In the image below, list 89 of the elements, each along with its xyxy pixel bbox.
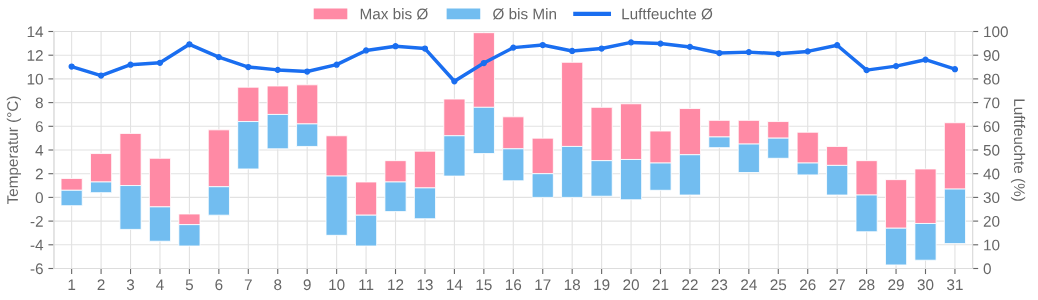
point [951, 66, 959, 73]
x-tick-label: 8 [274, 279, 282, 291]
point [598, 45, 605, 52]
y2-tick-label: 20 [983, 215, 1000, 227]
x-tick-label: 30 [917, 279, 934, 291]
x-tick-label: 19 [594, 279, 610, 291]
x-tick-label: 4 [156, 279, 164, 290]
point [274, 66, 281, 74]
y2-tick-label: 60 [983, 121, 1000, 132]
point [127, 61, 134, 68]
legend-label: Max bis Ø [360, 8, 428, 20]
x-tick-label: 13 [417, 279, 433, 291]
point [745, 48, 752, 56]
x-tick-label: 3 [126, 279, 135, 291]
y2-tick-label: 80 [983, 73, 1000, 85]
point [863, 67, 870, 74]
x-tick-label: 24 [741, 279, 757, 290]
y-tick-label: -4 [30, 239, 44, 251]
x-tick-label: 23 [711, 279, 728, 291]
point [215, 53, 222, 61]
x-tick-label: 17 [535, 279, 551, 290]
x-tick-label: 21 [652, 279, 669, 290]
x-tick-label: 12 [388, 279, 404, 290]
x-tick-label: 28 [858, 279, 875, 291]
point [68, 63, 75, 70]
point [245, 63, 252, 71]
y-tick-label: -2 [30, 215, 43, 227]
point [686, 43, 694, 51]
x-tick-label: 31 [947, 279, 963, 291]
point [775, 50, 782, 57]
y-tick-label: 4 [35, 145, 44, 156]
point [569, 47, 576, 55]
point [362, 47, 370, 54]
x-tick-label: 2 [97, 279, 105, 290]
y-axis-title: Temperatur (°C) [6, 96, 22, 205]
point [804, 48, 811, 55]
y2-tick-label: 100 [984, 26, 1008, 38]
x-tick-label: 27 [829, 279, 845, 290]
y2-tick-label: 40 [983, 168, 1000, 180]
x-tick-label: 29 [888, 279, 904, 291]
point [333, 61, 340, 68]
y-tick-label: -6 [30, 263, 43, 275]
y-tick-label: 12 [27, 50, 43, 61]
x-tick-label: 20 [623, 279, 639, 291]
y-tick-label: 14 [27, 26, 44, 38]
point [304, 68, 311, 75]
point [97, 72, 105, 79]
x-tick-label: 25 [770, 279, 787, 291]
x-tick-label: 9 [303, 279, 311, 291]
point [892, 62, 900, 70]
point [539, 41, 546, 49]
y-tick-label: 0 [35, 192, 43, 204]
x-tick-label: 7 [244, 279, 252, 290]
point [156, 59, 164, 66]
x-tick-label: 14 [447, 279, 463, 290]
point [510, 44, 517, 51]
x-tick-label: 5 [185, 279, 194, 291]
y-tick-label: 8 [35, 97, 43, 109]
point [922, 56, 929, 63]
legend-label: Ø bis Min [493, 8, 556, 20]
x-tick-label: 22 [682, 279, 698, 290]
x-tick-label: 1 [68, 279, 76, 290]
y-tick-label: 2 [35, 168, 43, 180]
x-tick-label: 18 [564, 279, 581, 291]
x-tick-label: 6 [215, 279, 223, 291]
x-tick-label: 26 [800, 279, 816, 291]
point [657, 40, 664, 47]
x-tick-label: 10 [329, 279, 345, 291]
point [451, 78, 458, 85]
point [421, 45, 429, 52]
y2-axis-title: Luftfeuchte (%) [1010, 99, 1026, 201]
y2-tick-label: 50 [983, 144, 1000, 156]
legend-label: Luftfeuchte Ø [622, 8, 713, 20]
y-tick-label: 10 [27, 73, 43, 85]
y2-tick-label: 30 [983, 192, 1000, 204]
point [716, 49, 723, 57]
y2-tick-label: 70 [983, 97, 1000, 109]
x-tick-label: 15 [476, 279, 492, 291]
y2-tick-label: 10 [984, 239, 1000, 251]
y-tick-label: 6 [35, 121, 43, 132]
y2-tick-label: 90 [983, 50, 1000, 61]
point [627, 39, 635, 46]
y2-tick-label: 0 [983, 263, 991, 275]
point [392, 43, 399, 50]
point [834, 42, 841, 49]
point [480, 59, 487, 67]
point [186, 41, 193, 48]
x-tick-label: 11 [359, 279, 374, 290]
x-tick-label: 16 [505, 279, 522, 291]
